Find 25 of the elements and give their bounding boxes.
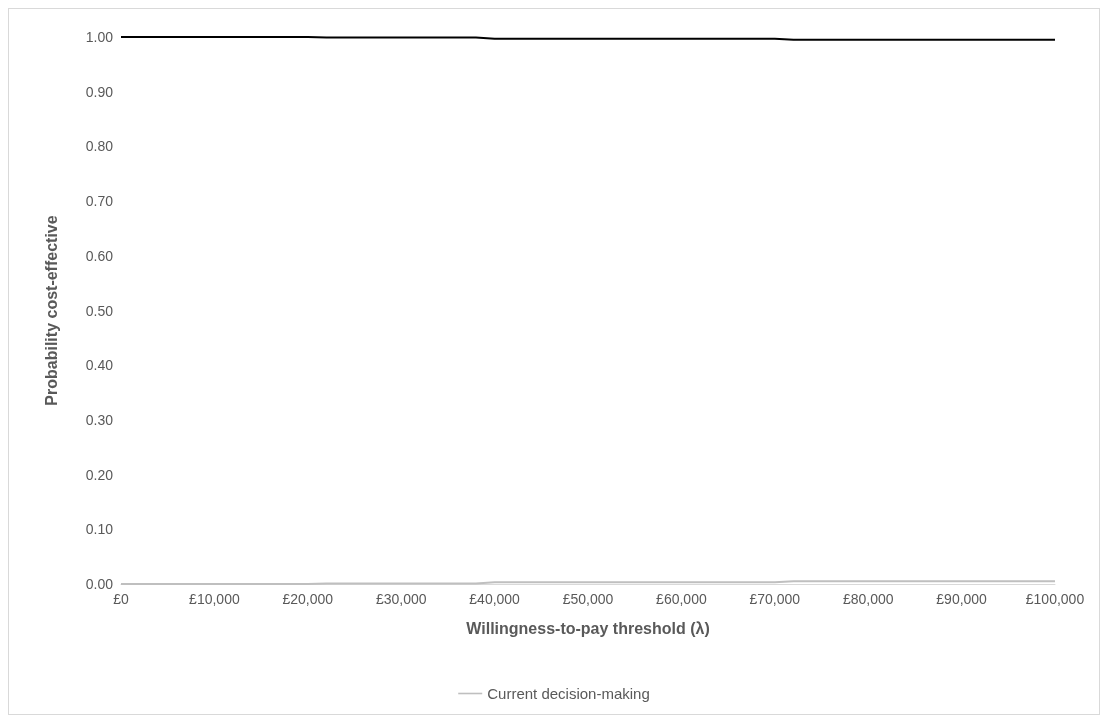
y-tick-label: 1.00	[85, 29, 114, 45]
x-tick-label: £80,000	[842, 591, 894, 607]
y-tick-label: 0.40	[85, 357, 114, 374]
y-tick-label: 0.10	[85, 521, 114, 538]
y-tick-label: 0.90	[85, 83, 114, 100]
y-tick-label: 0.50	[85, 302, 114, 319]
legend-label: Current decision-making	[487, 685, 650, 702]
x-tick-label: £40,000	[469, 591, 521, 607]
y-tick-label: 0.80	[85, 138, 114, 155]
x-tick-label: £50,000	[562, 591, 614, 607]
y-tick-label: 0.20	[85, 466, 114, 483]
x-tick-label: £0	[113, 591, 129, 607]
x-tick-label: £30,000	[375, 591, 427, 607]
y-tick-label: 0.70	[85, 193, 114, 210]
x-tick-label: £70,000	[749, 591, 801, 607]
x-tick-label: £60,000	[656, 591, 707, 607]
x-tick-label: £20,000	[282, 591, 334, 607]
x-tick-label: £90,000	[936, 591, 988, 607]
x-axis-title: Willingness-to-pay threshold (λ)	[466, 619, 710, 637]
x-tick-label: £10,000	[189, 591, 240, 607]
y-tick-label: 0.60	[85, 247, 114, 264]
y-tick-label: 0.00	[85, 576, 114, 592]
x-tick-label: £100,000	[1025, 591, 1085, 607]
y-axis-title: Probability cost-effective	[42, 215, 60, 406]
y-tick-label: 0.30	[85, 411, 114, 428]
